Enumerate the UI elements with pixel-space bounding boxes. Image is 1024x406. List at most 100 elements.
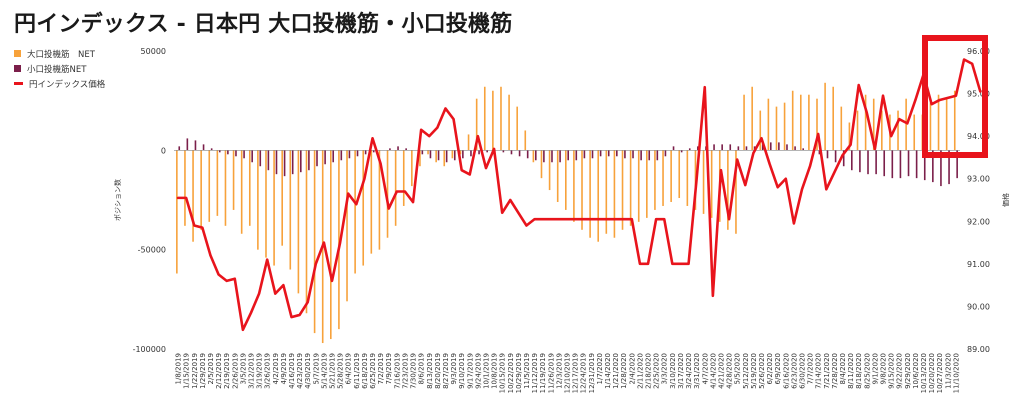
bar-small-spec — [713, 144, 715, 151]
bar-large-spec — [346, 150, 348, 302]
bar-large-spec — [783, 102, 786, 151]
price-line — [176, 58, 982, 332]
bar-large-spec — [330, 150, 332, 340]
bar-small-spec — [794, 146, 796, 151]
large-spec-bars — [176, 82, 956, 344]
bar-small-spec — [851, 150, 853, 171]
bar-large-spec — [224, 150, 227, 226]
legend-swatch-large-spec — [14, 50, 21, 57]
x-tick-label: 8/25/2020 — [863, 353, 871, 389]
bar-large-spec — [629, 150, 632, 226]
x-tick-label: 2/12/2019 — [215, 353, 223, 389]
bar-small-spec — [332, 150, 335, 163]
x-tick-label: 2/5/2019 — [207, 353, 215, 384]
bar-small-spec — [575, 150, 578, 161]
bar-small-spec — [324, 150, 326, 165]
x-tick-label: 2/18/2020 — [645, 353, 653, 389]
left-tick-label: -100000 — [133, 345, 166, 354]
bar-small-spec — [178, 146, 181, 151]
bar-small-spec — [559, 150, 561, 163]
bar-small-spec — [761, 144, 764, 151]
bar-small-spec — [251, 150, 253, 163]
x-tick-label: 10/13/2020 — [920, 353, 928, 393]
bar-large-spec — [419, 150, 421, 167]
bar-small-spec — [737, 146, 740, 151]
bar-large-spec — [394, 150, 397, 226]
x-tick-label: 8/4/2020 — [839, 353, 847, 384]
bar-large-spec — [565, 150, 567, 210]
bar-small-spec — [599, 150, 602, 157]
bar-small-spec — [526, 150, 529, 159]
bar-large-spec — [338, 150, 340, 330]
bar-large-spec — [710, 150, 713, 218]
bar-large-spec — [670, 150, 672, 202]
bar-small-spec — [923, 150, 926, 181]
left-tick-label: -50000 — [138, 246, 166, 255]
bar-large-spec — [370, 150, 373, 254]
x-tick-label: 2/26/2019 — [231, 353, 239, 389]
bar-large-spec — [492, 90, 494, 151]
x-tick-label: 5/26/2020 — [758, 353, 766, 389]
x-tick-label: 3/3/2020 — [661, 353, 669, 384]
bar-large-spec — [637, 150, 640, 222]
bar-large-spec — [386, 150, 389, 238]
bar-small-spec — [478, 150, 480, 155]
bar-small-spec — [899, 150, 902, 179]
bar-large-spec — [751, 86, 753, 151]
bar-small-spec — [842, 150, 845, 167]
bar-small-spec — [940, 150, 942, 187]
bar-small-spec — [616, 150, 618, 157]
right-axis-title: 価格 — [1001, 193, 1010, 207]
x-tick-label: 12/24/2019 — [580, 353, 588, 393]
bar-large-spec — [621, 150, 624, 230]
bar-large-spec — [727, 150, 729, 230]
x-tick-label: 11/10/2020 — [952, 353, 960, 393]
x-tick-label: 5/5/2020 — [734, 353, 742, 384]
x-tick-label: 4/30/2019 — [304, 353, 312, 389]
bar-large-spec — [467, 134, 470, 151]
bar-large-spec — [532, 150, 535, 163]
bar-large-spec — [475, 98, 478, 151]
bar-large-spec — [273, 150, 275, 266]
bar-large-spec — [654, 150, 656, 210]
x-tick-label: 11/3/2020 — [944, 353, 952, 389]
bar-small-spec — [932, 150, 934, 183]
bar-small-spec — [859, 150, 861, 173]
x-tick-label: 5/21/2019 — [329, 353, 337, 389]
bar-large-spec — [759, 110, 762, 151]
x-tick-label: 6/4/2019 — [345, 353, 353, 384]
x-tick-label: 3/5/2019 — [239, 353, 247, 384]
bar-small-spec — [543, 150, 545, 163]
bar-small-spec — [632, 150, 634, 159]
x-tick-label: 12/3/2019 — [555, 353, 563, 389]
x-tick-label: 12/31/2019 — [588, 353, 596, 393]
bar-small-spec — [956, 150, 958, 179]
bar-large-spec — [556, 150, 559, 202]
bar-small-spec — [518, 150, 521, 157]
bar-large-spec — [208, 150, 211, 222]
bar-small-spec — [429, 150, 432, 159]
bar-small-spec — [907, 150, 910, 177]
x-tick-label: 3/19/2019 — [256, 353, 264, 389]
x-tick-label: 5/19/2020 — [750, 353, 758, 389]
bar-large-spec — [816, 98, 818, 151]
right-tick-label: 91.00 — [967, 260, 990, 269]
right-tick-label: 92.00 — [967, 217, 990, 226]
x-tick-label: 10/1/2019 — [482, 353, 490, 389]
legend: 大口投機筋 NET 小口投機筋NET 円インデックス価格 — [14, 46, 105, 91]
bar-small-spec — [680, 150, 683, 153]
x-tick-label: 8/18/2020 — [855, 353, 863, 389]
x-tick-label: 9/17/2019 — [466, 353, 474, 389]
bar-small-spec — [194, 140, 197, 151]
x-tick-label: 6/25/2019 — [369, 353, 377, 389]
bar-large-spec — [848, 122, 851, 151]
bar-large-spec — [540, 150, 543, 179]
bar-large-spec — [662, 150, 664, 206]
bar-small-spec — [502, 150, 505, 153]
bar-small-spec — [243, 150, 245, 159]
chart-title: 円インデックス - 日本円 大口投機筋・小口投機筋 — [14, 12, 513, 37]
bar-large-spec — [516, 106, 518, 151]
x-tick-label: 3/31/2020 — [693, 353, 701, 389]
x-tick-label: 7/2/2019 — [377, 353, 385, 384]
bar-large-spec — [791, 90, 794, 151]
